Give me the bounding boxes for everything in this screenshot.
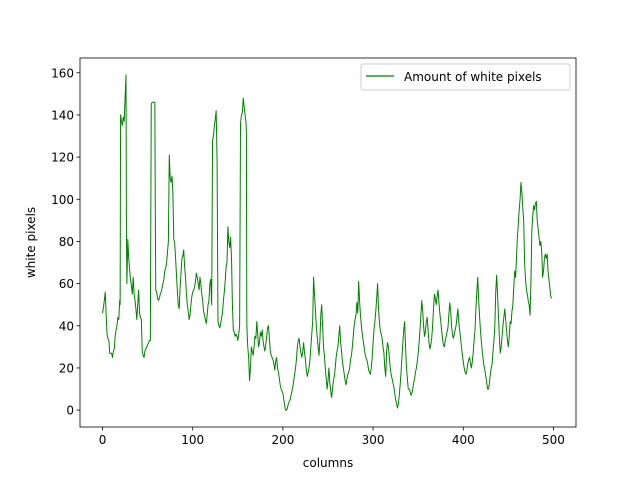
y-tick-label: 60: [59, 277, 74, 291]
x-tick-label: 500: [542, 433, 565, 447]
axes-frame: [79, 57, 577, 428]
legend-label: Amount of white pixels: [404, 70, 542, 84]
legend-box: [360, 63, 571, 91]
x-tick-label: 300: [362, 433, 385, 447]
y-tick-label: 0: [66, 404, 74, 418]
y-tick-label: 160: [51, 66, 74, 80]
x-tick-label: 100: [181, 433, 204, 447]
y-tick-label: 140: [51, 108, 74, 122]
series-line-0: [102, 74, 553, 411]
y-axis: 0 20 40 60 80 100 120 140 160: [51, 66, 80, 418]
series-layer: [102, 74, 553, 411]
y-axis-label: white pixels: [24, 207, 38, 278]
x-tick-label: 0: [99, 433, 107, 447]
x-tick-label: 400: [452, 433, 475, 447]
x-axis: 0 100 200 300 400 500: [99, 427, 565, 447]
y-tick-label: 100: [51, 193, 74, 207]
x-tick-label: 200: [271, 433, 294, 447]
y-tick-label: 40: [59, 319, 74, 333]
y-tick-label: 120: [51, 151, 74, 165]
x-axis-label: columns: [303, 456, 353, 470]
plot-area: [80, 58, 576, 427]
y-tick-label: 80: [59, 235, 74, 249]
legend: Amount of white pixels: [360, 63, 571, 91]
y-tick-label: 20: [59, 361, 74, 375]
